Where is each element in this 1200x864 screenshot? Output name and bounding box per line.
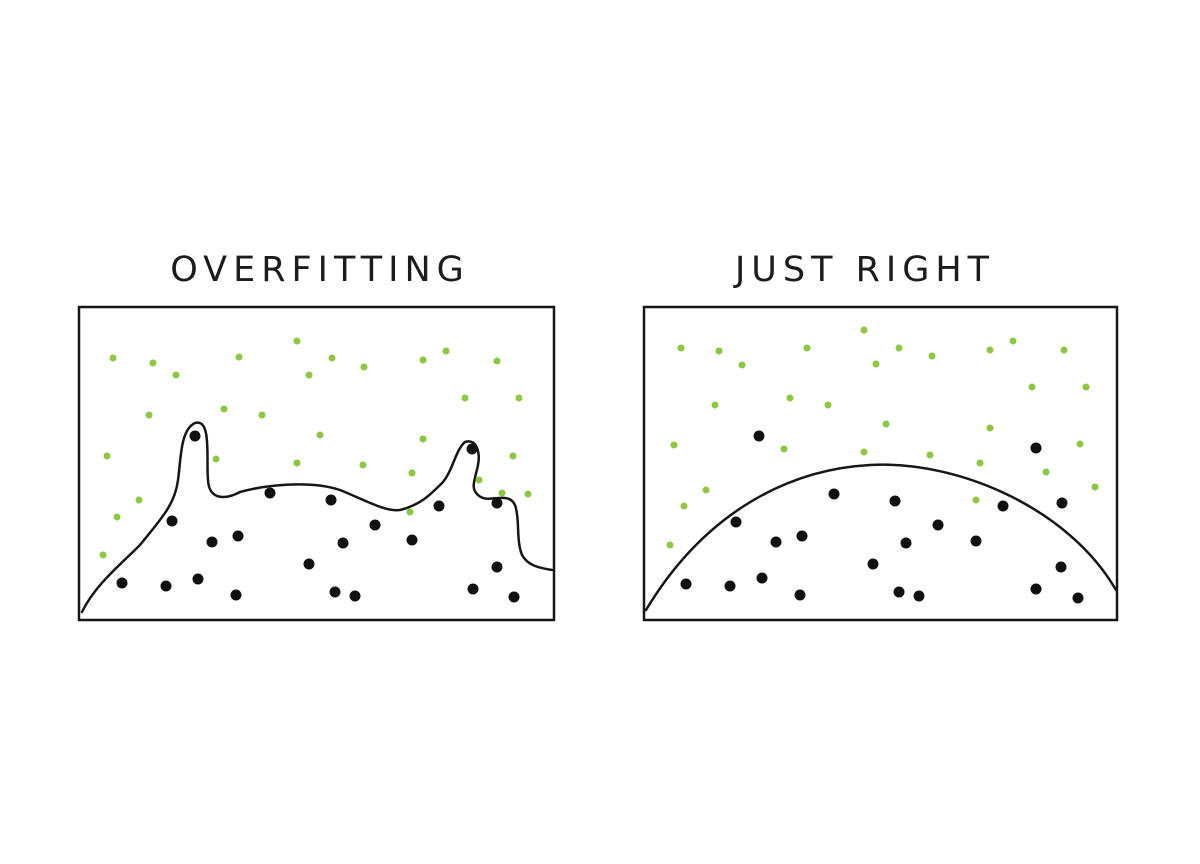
black-points-overfit <box>116 430 520 603</box>
frame-just-right <box>642 305 1119 622</box>
panel-just-right <box>642 305 1119 622</box>
frame-overfitting <box>77 305 556 622</box>
panel-overfitting <box>77 305 556 622</box>
decision-boundary-overfit <box>80 421 554 614</box>
title-just-right: JUST RIGHT <box>734 250 996 290</box>
green-points-overfit <box>99 337 532 559</box>
title-overfitting: OVERFITTING <box>170 250 470 290</box>
black-points-just-right <box>680 430 1084 604</box>
decision-boundary-smooth <box>644 463 1118 612</box>
green-points-just-right <box>666 326 1099 549</box>
